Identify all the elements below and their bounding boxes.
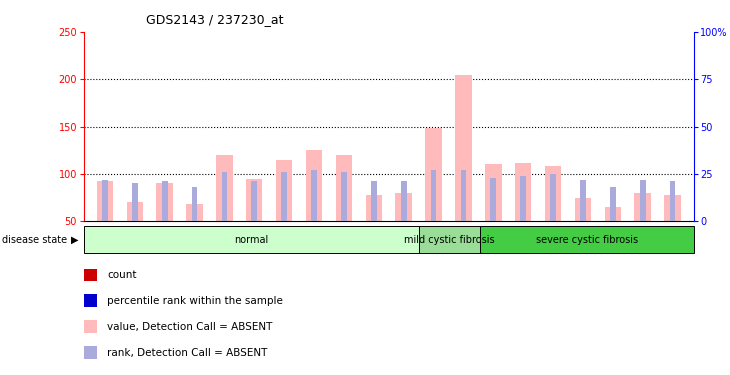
Text: value, Detection Call = ABSENT: value, Detection Call = ABSENT [107, 322, 272, 332]
Bar [336, 155, 352, 268]
Bar [366, 195, 382, 268]
Text: mild cystic fibrosis: mild cystic fibrosis [404, 235, 495, 244]
Bar [480, 226, 694, 253]
Text: normal: normal [234, 235, 269, 244]
Bar [491, 178, 496, 268]
Bar [221, 172, 227, 268]
Bar [431, 170, 437, 268]
Bar [461, 170, 466, 268]
Bar [580, 180, 585, 268]
Text: count: count [107, 270, 137, 280]
Bar [216, 155, 233, 268]
Bar [281, 172, 287, 268]
Bar [669, 182, 675, 268]
Bar [192, 187, 197, 268]
Bar [96, 180, 113, 268]
Bar [371, 182, 377, 268]
Bar [664, 195, 681, 268]
Bar [311, 170, 317, 268]
Bar [604, 207, 621, 268]
Bar [639, 180, 645, 268]
Bar [126, 202, 143, 268]
Text: GDS2143 / 237230_at: GDS2143 / 237230_at [146, 13, 283, 26]
Bar [456, 75, 472, 268]
Bar [341, 172, 347, 268]
Bar [102, 180, 108, 268]
Bar [162, 182, 167, 268]
Bar [246, 178, 263, 268]
Text: disease state: disease state [2, 235, 67, 245]
Bar [186, 204, 203, 268]
Bar [610, 187, 615, 268]
Bar [550, 174, 556, 268]
Text: rank, Detection Call = ABSENT: rank, Detection Call = ABSENT [107, 348, 268, 357]
Bar [156, 183, 173, 268]
Text: ▶: ▶ [72, 235, 79, 245]
Text: percentile rank within the sample: percentile rank within the sample [107, 296, 283, 306]
Bar [401, 182, 407, 268]
Bar [84, 268, 97, 281]
Bar [575, 198, 591, 268]
Text: severe cystic fibrosis: severe cystic fibrosis [536, 235, 638, 244]
Bar [132, 183, 138, 268]
Bar [396, 193, 412, 268]
Bar [634, 193, 651, 268]
Bar [485, 164, 502, 268]
Bar [419, 226, 480, 253]
Bar [545, 166, 561, 268]
Bar [84, 226, 419, 253]
Bar [276, 160, 292, 268]
Bar [515, 162, 531, 268]
Bar [426, 129, 442, 268]
Bar [306, 150, 322, 268]
Bar [251, 182, 257, 268]
Bar [84, 294, 97, 307]
Bar [84, 346, 97, 359]
Bar [84, 320, 97, 333]
Bar [520, 176, 526, 268]
